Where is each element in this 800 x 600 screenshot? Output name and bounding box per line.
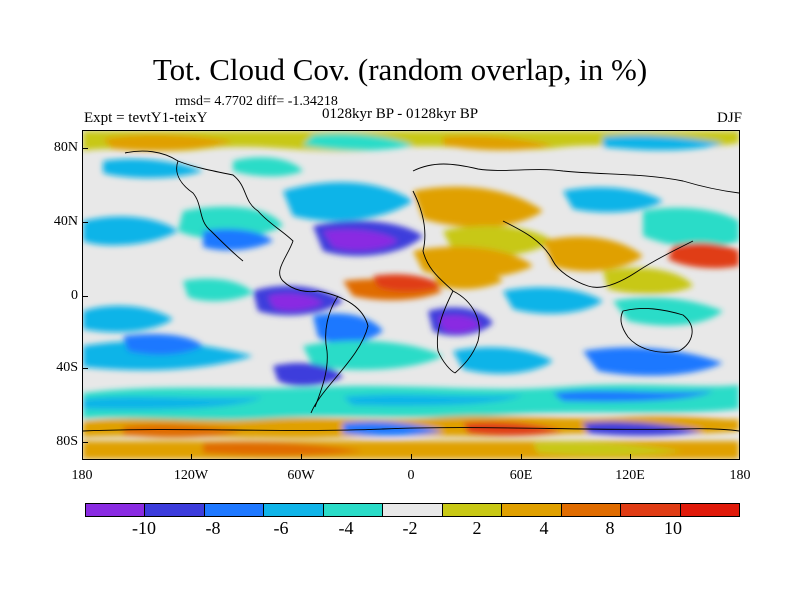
lon-label-60e: 60E bbox=[509, 468, 533, 483]
map-title: Tot. Cloud Cov. (random overlap, in %) bbox=[152, 52, 648, 87]
season-label: DJF bbox=[716, 110, 742, 126]
colorbar-label: -4 bbox=[338, 518, 354, 538]
colorbar-segment bbox=[442, 503, 503, 517]
colorbar-segment bbox=[621, 503, 681, 517]
colorbar-segment bbox=[204, 503, 265, 517]
colorbar-label: -8 bbox=[205, 518, 221, 538]
colorbar-segment bbox=[145, 503, 205, 517]
colorbar-label: 8 bbox=[605, 518, 615, 538]
lat-tick bbox=[82, 148, 88, 149]
lat-tick bbox=[82, 296, 88, 297]
lat-tick bbox=[82, 368, 88, 369]
map-panel bbox=[82, 130, 740, 460]
lon-tick bbox=[411, 454, 412, 460]
colorbar-label: -6 bbox=[273, 518, 289, 538]
colorbar-segment bbox=[502, 503, 562, 517]
lat-label-40s: 40S bbox=[56, 360, 78, 375]
lon-label-60w: 60W bbox=[287, 468, 315, 483]
lat-tick bbox=[82, 442, 88, 443]
experiment-label: Expt = tevtY1-teixY bbox=[84, 110, 208, 126]
lon-label-180w: 180 bbox=[71, 468, 93, 483]
map-field bbox=[83, 131, 739, 459]
period-label: 0128kyr BP - 0128kyr BP bbox=[322, 106, 479, 122]
colorbar-segment bbox=[383, 503, 443, 517]
lon-label-120w: 120W bbox=[173, 468, 209, 483]
lat-label-40n: 40N bbox=[53, 214, 78, 229]
lon-label-0: 0 bbox=[407, 468, 415, 483]
colorbar-label: -2 bbox=[402, 518, 418, 538]
colorbar-label: 2 bbox=[472, 518, 482, 538]
stats-readout: rmsd= 4.7702 diff= -1.34218 bbox=[175, 94, 338, 109]
colorbar-label: 10 bbox=[664, 518, 682, 538]
lat-tick bbox=[82, 222, 88, 223]
colorbar-segment bbox=[680, 503, 740, 517]
lon-label-120e: 120E bbox=[615, 468, 645, 483]
colorbar-segment bbox=[323, 503, 384, 517]
colorbar-label: 4 bbox=[539, 518, 549, 538]
colorbar-segment bbox=[561, 503, 622, 517]
lon-tick bbox=[630, 454, 631, 460]
colorbar-label: -10 bbox=[132, 518, 156, 538]
lon-tick bbox=[521, 454, 522, 460]
colorbar-segment bbox=[85, 503, 146, 517]
lon-tick bbox=[301, 454, 302, 460]
lat-label-80s: 80S bbox=[56, 434, 78, 449]
lat-label-0: 0 bbox=[71, 288, 78, 303]
lat-label-80n: 80N bbox=[53, 140, 78, 155]
colorbar bbox=[85, 503, 740, 517]
colorbar-segment bbox=[264, 503, 324, 517]
lon-label-180e: 180 bbox=[729, 468, 751, 483]
lon-tick bbox=[191, 454, 192, 460]
